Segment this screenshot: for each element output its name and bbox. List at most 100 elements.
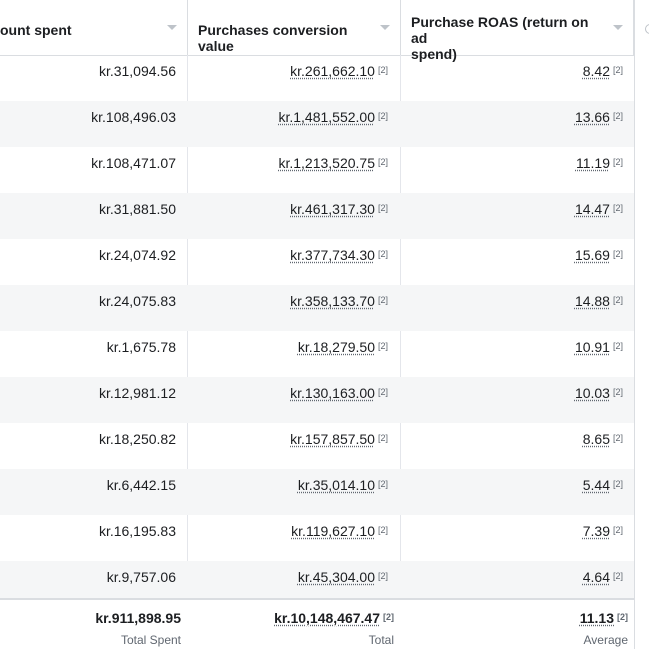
cell-value[interactable]: 10.91: [574, 339, 610, 355]
cell-value-wrap[interactable]: 4.64 [2]: [583, 569, 623, 585]
footnote-marker[interactable]: [2]: [612, 387, 623, 397]
cell-value-wrap[interactable]: kr.1,213,520.75 [2]: [278, 155, 388, 171]
footnote-marker[interactable]: [2]: [377, 157, 388, 167]
cell-value-wrap[interactable]: 8.65 [2]: [583, 431, 623, 447]
cell-value-wrap[interactable]: 8.42 [2]: [583, 63, 623, 79]
total-value[interactable]: kr.10,148,467.47 [2]: [274, 610, 394, 626]
footnote-marker[interactable]: [2]: [377, 571, 388, 581]
footnote-marker[interactable]: [2]: [612, 157, 623, 167]
cell-value[interactable]: kr.35,014.10: [297, 477, 375, 493]
total-value[interactable]: 11.13 [2]: [580, 610, 628, 626]
cell-conversion-value[interactable]: kr.119,627.10 [2]: [188, 515, 388, 561]
cell-value[interactable]: 11.19: [575, 155, 610, 171]
cell-value-wrap[interactable]: 10.91 [2]: [575, 339, 623, 355]
cell-value[interactable]: 15.69: [574, 247, 610, 263]
cell-conversion-value[interactable]: kr.157,857.50 [2]: [188, 423, 388, 469]
footnote-marker[interactable]: [2]: [612, 571, 623, 581]
cell-value[interactable]: 8.42: [582, 63, 610, 79]
cell-value[interactable]: kr.1,481,552.00: [278, 109, 375, 125]
cell-conversion-value[interactable]: kr.377,734.30 [2]: [188, 239, 388, 285]
cell-value-wrap[interactable]: kr.130,163.00 [2]: [290, 385, 388, 401]
cell-value[interactable]: 8.65: [582, 431, 610, 447]
cell-conversion-value[interactable]: kr.358,133.70 [2]: [188, 285, 388, 331]
cell-purchase-roas[interactable]: 14.88 [2]: [401, 285, 623, 331]
cell-value-wrap[interactable]: kr.35,014.10 [2]: [298, 477, 388, 493]
footnote-marker[interactable]: [2]: [377, 433, 388, 443]
footnote-marker[interactable]: [2]: [617, 612, 628, 622]
footnote-marker[interactable]: [2]: [383, 612, 394, 622]
cell-value-wrap[interactable]: 15.69 [2]: [575, 247, 623, 263]
cell-value-wrap[interactable]: 7.39 [2]: [583, 523, 623, 539]
cell-value[interactable]: kr.261,662.10: [290, 63, 375, 79]
cell-value-wrap[interactable]: kr.358,133.70 [2]: [290, 293, 388, 309]
total-value-text[interactable]: 11.13: [579, 610, 614, 626]
cell-conversion-value[interactable]: kr.18,279.50 [2]: [188, 331, 388, 377]
cell-value[interactable]: 13.66: [574, 109, 610, 125]
total-value-text[interactable]: kr.10,148,467.47: [274, 610, 380, 626]
cell-value[interactable]: kr.461,317.30: [290, 201, 375, 217]
cell-value-wrap[interactable]: kr.461,317.30 [2]: [290, 201, 388, 217]
footnote-marker[interactable]: [2]: [377, 295, 388, 305]
footnote-marker[interactable]: [2]: [612, 433, 623, 443]
cell-value[interactable]: 14.88: [574, 293, 610, 309]
cell-value[interactable]: 5.44: [582, 477, 610, 493]
cell-value[interactable]: kr.377,734.30: [290, 247, 375, 263]
column-header-purchase-roas[interactable]: Purchase ROAS (return on ad spend): [401, 0, 634, 62]
cell-conversion-value[interactable]: kr.1,213,520.75 [2]: [188, 147, 388, 193]
cell-value[interactable]: kr.358,133.70: [290, 293, 375, 309]
cell-value-wrap[interactable]: 5.44 [2]: [583, 477, 623, 493]
cell-value[interactable]: kr.130,163.00: [290, 385, 375, 401]
cell-purchase-roas[interactable]: 13.66 [2]: [401, 101, 623, 147]
footnote-marker[interactable]: [2]: [612, 525, 623, 535]
cell-value[interactable]: kr.18,279.50: [297, 339, 375, 355]
cell-value[interactable]: kr.1,213,520.75: [278, 155, 375, 171]
chevron-down-icon[interactable]: [167, 25, 177, 30]
cell-purchase-roas[interactable]: 15.69 [2]: [401, 239, 623, 285]
cell-value-wrap[interactable]: kr.119,627.10 [2]: [291, 523, 388, 539]
cell-value[interactable]: kr.157,857.50: [290, 431, 375, 447]
cell-value-wrap[interactable]: kr.45,304.00 [2]: [298, 569, 388, 585]
cell-purchase-roas[interactable]: 8.65 [2]: [401, 423, 623, 469]
footnote-marker[interactable]: [2]: [377, 525, 388, 535]
cell-value[interactable]: kr.45,304.00: [297, 569, 375, 585]
cell-purchase-roas[interactable]: 7.39 [2]: [401, 515, 623, 561]
column-header-amount-spent[interactable]: ount spent: [0, 0, 188, 55]
chevron-down-icon[interactable]: [613, 25, 623, 30]
cell-value[interactable]: 10.03: [574, 385, 610, 401]
cell-conversion-value[interactable]: kr.461,317.30 [2]: [188, 193, 388, 239]
footnote-marker[interactable]: [2]: [612, 479, 623, 489]
column-settings-icon[interactable]: [645, 24, 649, 34]
cell-value-wrap[interactable]: 10.03 [2]: [575, 385, 623, 401]
cell-value-wrap[interactable]: kr.377,734.30 [2]: [290, 247, 388, 263]
cell-conversion-value[interactable]: kr.35,014.10 [2]: [188, 469, 388, 515]
column-header-conversion-value[interactable]: Purchases conversion value: [188, 0, 401, 55]
cell-purchase-roas[interactable]: 10.03 [2]: [401, 377, 623, 423]
cell-value-wrap[interactable]: 11.19 [2]: [576, 155, 623, 171]
footnote-marker[interactable]: [2]: [612, 249, 623, 259]
chevron-down-icon[interactable]: [380, 25, 390, 30]
cell-value-wrap[interactable]: kr.157,857.50 [2]: [290, 431, 388, 447]
cell-value-wrap[interactable]: 14.88 [2]: [575, 293, 623, 309]
cell-value[interactable]: kr.119,627.10: [291, 523, 375, 539]
cell-value[interactable]: 4.64: [582, 569, 610, 585]
cell-conversion-value[interactable]: kr.130,163.00 [2]: [188, 377, 388, 423]
cell-purchase-roas[interactable]: 4.64 [2]: [401, 561, 623, 607]
footnote-marker[interactable]: [2]: [612, 65, 623, 75]
cell-value[interactable]: 7.39: [582, 523, 610, 539]
footnote-marker[interactable]: [2]: [377, 203, 388, 213]
footnote-marker[interactable]: [2]: [377, 249, 388, 259]
footnote-marker[interactable]: [2]: [612, 111, 623, 121]
cell-purchase-roas[interactable]: 8.42 [2]: [401, 55, 623, 101]
cell-value-wrap[interactable]: 14.47 [2]: [575, 201, 623, 217]
footnote-marker[interactable]: [2]: [377, 479, 388, 489]
cell-purchase-roas[interactable]: 5.44 [2]: [401, 469, 623, 515]
footnote-marker[interactable]: [2]: [612, 295, 623, 305]
cell-conversion-value[interactable]: kr.45,304.00 [2]: [188, 561, 388, 607]
cell-purchase-roas[interactable]: 14.47 [2]: [401, 193, 623, 239]
footnote-marker[interactable]: [2]: [377, 387, 388, 397]
footnote-marker[interactable]: [2]: [612, 203, 623, 213]
cell-purchase-roas[interactable]: 11.19 [2]: [401, 147, 623, 193]
footnote-marker[interactable]: [2]: [377, 111, 388, 121]
cell-value-wrap[interactable]: 13.66 [2]: [575, 109, 623, 125]
cell-value-wrap[interactable]: kr.18,279.50 [2]: [298, 339, 388, 355]
